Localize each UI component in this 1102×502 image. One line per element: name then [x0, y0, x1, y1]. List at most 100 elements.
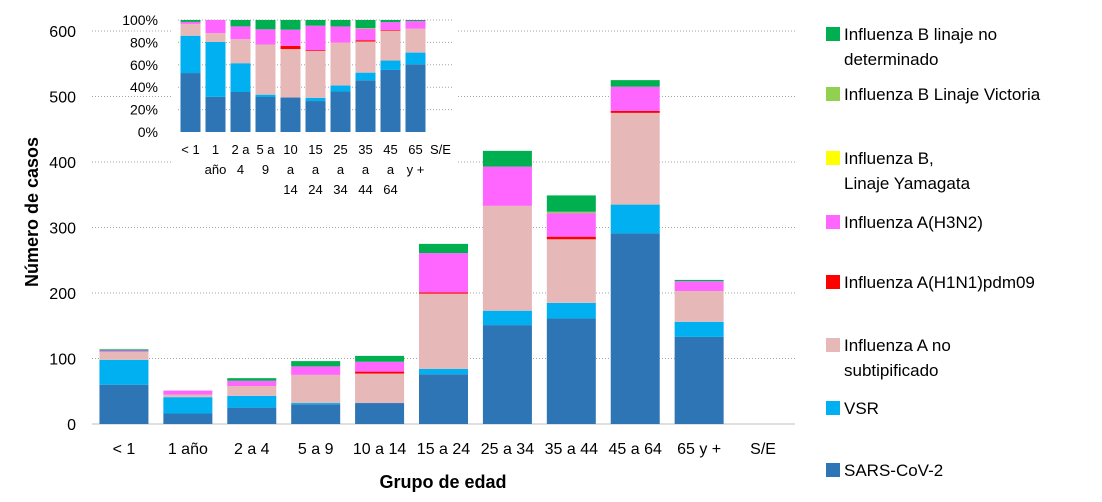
inset-bar-vsr-1-a-o [205, 41, 226, 97]
inset-bar-influenza-b-linaje-no-determinado-65-y [405, 20, 426, 22]
inset-bar-influenza-a-no-subtipificado-10-a-14 [280, 49, 301, 98]
y-tick-label: 0 [67, 417, 76, 434]
inset-bar-influenza-b-linaje-no-determinado-1 [180, 20, 201, 22]
inset-x-tick-label: y + [407, 162, 425, 177]
legend-swatch [826, 27, 840, 41]
bar-influenza-a-h3n2-10-a-14 [355, 361, 405, 372]
bar-influenza-a-h3n2-2-a-4 [227, 380, 277, 387]
bar-sars-cov-2-65-y [674, 336, 724, 424]
legend-swatch [826, 401, 840, 415]
bar-influenza-b-linaje-no-determinado-10-a-14 [355, 355, 405, 362]
legend-swatch [826, 151, 840, 165]
bar-influenza-a-h3n2-45-a-64 [610, 86, 660, 111]
inset-bar-influenza-a-h3n2-65-y [405, 21, 426, 29]
legend-label: VSR [844, 399, 879, 418]
inset-bar-influenza-a-no-subtipificado-15-a-24 [305, 50, 326, 98]
inset-x-tick-label: 65 [408, 142, 422, 157]
inset-bar-influenza-b-linaje-no-determinado-25-a-34 [330, 20, 351, 27]
inset-y-tick-label: 60% [130, 57, 158, 73]
bar-influenza-b-linaje-no-determinado-1 [99, 349, 149, 351]
inset-bar-vsr-1 [180, 35, 201, 74]
bar-vsr-45-a-64 [610, 204, 660, 234]
inset-bar-sars-cov-2-25-a-34 [330, 91, 351, 132]
inset-bar-influenza-a-h1n1-pdm09-15-a-24 [305, 50, 326, 51]
bar-vsr-5-a-9 [291, 403, 341, 405]
inset-x-tick-label: 34 [333, 182, 347, 197]
legend-item-influenza-a-h1n1: Influenza A(H1N1)pdm09 [826, 270, 1035, 295]
inset-bar-sars-cov-2-5-a-9 [255, 97, 276, 132]
inset-bar-sars-cov-2-1-a-o [205, 96, 226, 132]
inset-bar-influenza-a-h3n2-45-a-64 [380, 22, 401, 31]
bar-influenza-a-no-subtipificado-2-a-4 [227, 386, 277, 396]
legend-swatch [826, 275, 840, 289]
inset-bar-vsr-45-a-64 [380, 60, 401, 70]
bar-influenza-b-linaje-no-determinado-2-a-4 [227, 378, 277, 381]
inset-bar-influenza-a-h1n1-pdm09-35-a-44 [355, 40, 376, 42]
bar-influenza-a-no-subtipificado-5-a-9 [291, 374, 341, 404]
inset-x-tick-label: a [287, 162, 295, 177]
bar-sars-cov-2-2-a-4 [227, 407, 277, 424]
inset-bar-influenza-a-h3n2-10-a-14 [280, 29, 301, 46]
legend-label: Influenza B linaje no determinado [844, 25, 998, 69]
inset-bar-influenza-b-linaje-no-determinado-35-a-44 [355, 20, 376, 29]
bar-influenza-a-h3n2-25-a-34 [482, 166, 532, 206]
inset-x-tick-label: año [205, 162, 227, 177]
bar-influenza-a-h1n1-pdm09-10-a-14 [355, 371, 405, 374]
inset-x-tick-label: 4 [237, 162, 244, 177]
inset-x-tick-label: 35 [358, 142, 372, 157]
inset-y-tick-label: 100% [122, 12, 158, 28]
bar-influenza-a-no-subtipificado-1-a-o [163, 394, 213, 398]
inset-bar-influenza-a-no-subtipificado-1-a-o [205, 33, 226, 42]
x-tick-label: 15 a 24 [417, 441, 470, 458]
bar-sars-cov-2-10-a-14 [355, 403, 405, 424]
inset-x-tick-label: a [362, 162, 370, 177]
legend-item-influenza-b-no-determinado: Influenza B linaje no determinado [826, 22, 997, 72]
inset-bar-sars-cov-2-35-a-44 [355, 80, 376, 132]
legend-label: Influenza A no subtipificado [844, 336, 951, 380]
inset-bar-sars-cov-2-2-a-4 [230, 92, 251, 132]
x-tick-label: 5 a 9 [298, 441, 334, 458]
legend-label: Influenza B Linaje Victoria [844, 85, 1041, 104]
inset-bar-influenza-a-h3n2-35-a-44 [355, 28, 376, 41]
inset-bar-influenza-a-h1n1-pdm09-10-a-14 [280, 45, 301, 50]
legend-label: Influenza B, Linaje Yamagata [844, 149, 971, 193]
inset-bar-influenza-b-linaje-no-determinado-10-a-14 [280, 20, 301, 30]
legend-item-influenza-b-victoria: Influenza B Linaje Victoria [826, 82, 1040, 107]
x-axis-label: Grupo de edad [379, 472, 506, 492]
inset-y-tick-label: 80% [130, 34, 158, 50]
inset-bar-sars-cov-2-1 [180, 73, 201, 132]
x-tick-label: 10 a 14 [353, 441, 406, 458]
inset-bar-influenza-b-linaje-no-determinado-45-a-64 [380, 20, 401, 23]
inset-x-tick-label: < 1 [181, 142, 199, 157]
y-tick-label: 100 [49, 352, 76, 369]
inset-x-tick-label: 10 [283, 142, 297, 157]
y-tick-label: 400 [49, 155, 76, 172]
y-axis-label: Número de casos [22, 137, 42, 287]
legend-item-influenza-a-no-subtipificado: Influenza A no subtipificado [826, 333, 951, 383]
inset-bar-influenza-a-h3n2-15-a-24 [305, 25, 326, 51]
bar-vsr-65-y [674, 321, 724, 337]
inset-y-tick-label: 0% [138, 124, 158, 140]
bar-influenza-a-h1n1-pdm09-35-a-44 [546, 236, 596, 240]
legend-item-sars-cov-2: SARS-CoV-2 [826, 458, 943, 483]
inset-bar-vsr-2-a-4 [230, 63, 251, 92]
legend-swatch [826, 463, 840, 477]
inset-x-tick-label: 1 [212, 142, 219, 157]
legend-label: SARS-CoV-2 [844, 461, 944, 480]
bar-influenza-a-h3n2-65-y [674, 281, 724, 292]
bar-influenza-b-linaje-victoria-35-a-44 [546, 211, 596, 214]
inset-bar-influenza-a-no-subtipificado-35-a-44 [355, 41, 376, 73]
bar-influenza-a-h1n1-pdm09-45-a-64 [610, 110, 660, 113]
legend-label: Influenza A(H3N2) [844, 213, 983, 232]
inset-x-tick-label: 14 [283, 182, 297, 197]
inset-bar-sars-cov-2-10-a-14 [280, 97, 301, 132]
bar-vsr-25-a-34 [482, 310, 532, 326]
inset-bar-influenza-a-no-subtipificado-65-y [405, 28, 426, 53]
bar-influenza-a-no-subtipificado-10-a-14 [355, 373, 405, 404]
inset-bar-influenza-a-no-subtipificado-5-a-9 [255, 44, 276, 95]
inset-bar-sars-cov-2-65-y [405, 64, 426, 132]
bar-influenza-a-no-subtipificado-1 [99, 351, 149, 360]
inset-x-tick-label: 25 [333, 142, 347, 157]
legend-item-vsr: VSR [826, 396, 879, 421]
